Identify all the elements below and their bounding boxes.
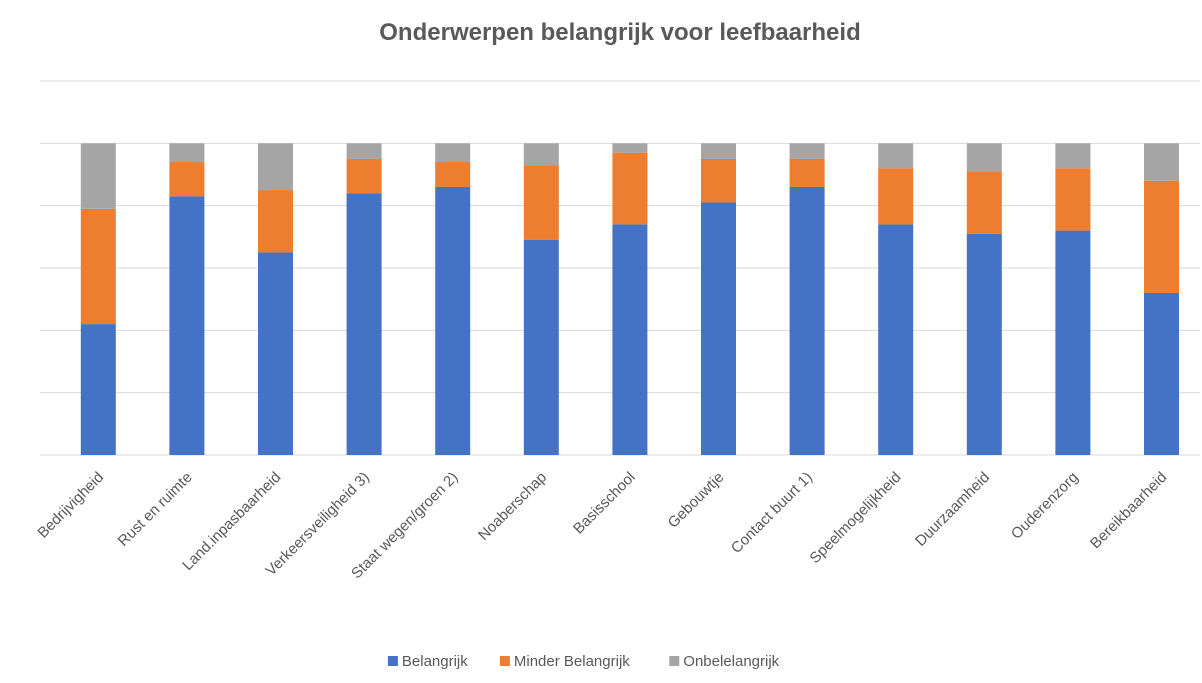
bar-segment: [789, 143, 825, 159]
bar-segment: [878, 143, 914, 169]
bar-segment: [789, 158, 825, 187]
bar-segment: [701, 158, 736, 203]
bar-segment: [1055, 143, 1091, 169]
legend-label: Minder Belangrijk: [514, 653, 630, 670]
bar-segment: [169, 143, 205, 163]
x-tick-label: Basisschool: [570, 469, 639, 538]
x-tick-label: Rust en ruimte: [115, 469, 196, 550]
bar-segment: [169, 196, 205, 456]
bar-segment: [80, 143, 116, 209]
legend-label: Onbelelangrijk: [683, 653, 779, 670]
bar-segment: [1144, 143, 1179, 181]
bar-segment: [612, 224, 648, 455]
bar-segment: [523, 143, 559, 166]
bar-segment: [701, 143, 736, 159]
bar-segment: [612, 143, 648, 153]
x-tick-label: Duurzaamheid: [912, 469, 993, 550]
bar-segment: [523, 165, 559, 240]
bar-segment: [878, 168, 914, 225]
bar-segment: [966, 233, 1002, 455]
x-tick-label: Noaberschap: [475, 469, 550, 544]
bar-segment: [258, 252, 293, 455]
chart-title: Onderwerpen belangrijk voor leefbaarheid: [379, 19, 860, 46]
legend-swatch: [387, 656, 398, 666]
bar-segment: [80, 324, 116, 455]
bar-segment: [966, 171, 1002, 234]
bar-segment: [701, 202, 736, 455]
legend-swatch: [499, 656, 510, 666]
bar-segment: [435, 143, 471, 163]
bar-segment: [1055, 230, 1091, 455]
legend-swatch: [669, 656, 680, 666]
bar-segment: [169, 162, 205, 197]
bar-segment: [346, 143, 382, 159]
x-tick-label: Contact buurt 1): [728, 469, 816, 557]
bar-segment: [789, 186, 825, 455]
x-tick-label: Ouderenzorg: [1008, 469, 1082, 543]
bar-segment: [258, 143, 293, 191]
bar-segment: [878, 224, 914, 455]
x-tick-label: Speelmogelijkheid: [806, 469, 904, 567]
x-tick-label: Bereikbaarheid: [1087, 469, 1170, 552]
x-tick-label: Land.inpasbaarheid: [179, 469, 284, 574]
bar-segment: [346, 193, 382, 455]
bar-segment: [523, 239, 559, 455]
bar-segment: [80, 208, 116, 325]
legend-label: Belangrijk: [402, 653, 468, 670]
bar-segment: [966, 143, 1002, 172]
bar-segment: [612, 152, 648, 225]
x-tick-label: Gebouwtje: [665, 469, 728, 532]
bar-segment: [346, 158, 382, 194]
bar-segment: [1144, 180, 1179, 293]
bar-segment: [435, 162, 471, 187]
bar-segment: [258, 190, 293, 253]
bar-segment: [435, 186, 471, 455]
x-tick-label: Bedrijvigheid: [34, 469, 107, 542]
bar-segment: [1144, 292, 1179, 455]
bar-segment: [1055, 168, 1091, 231]
